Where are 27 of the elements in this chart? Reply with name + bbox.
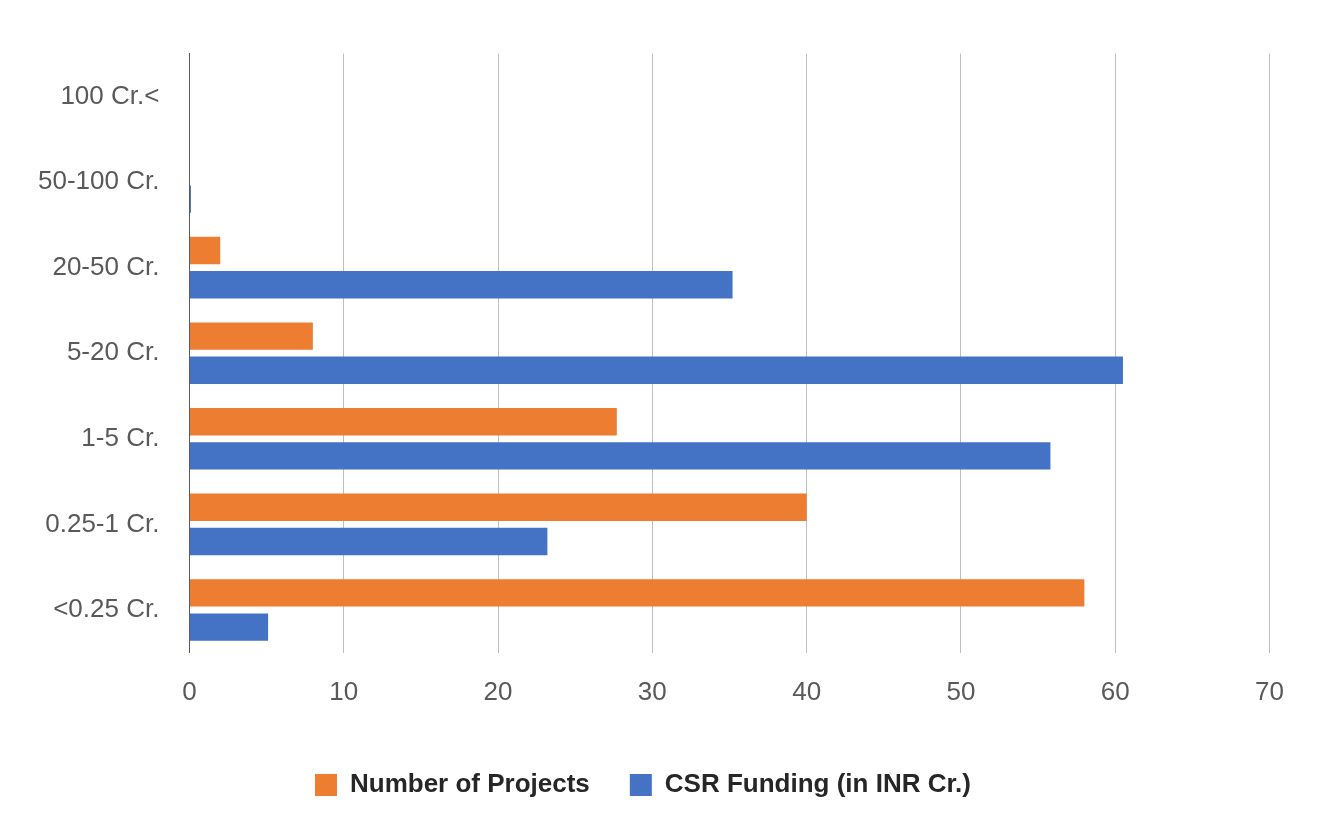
y-tick-label: 0.25-1 Cr.	[45, 507, 160, 538]
x-tick-label: 50	[946, 675, 976, 706]
bar	[189, 579, 1085, 607]
bar	[189, 613, 269, 641]
y-tick-label: 20-50 Cr.	[52, 250, 160, 281]
bar	[189, 322, 313, 350]
x-tick-label: 20	[483, 675, 513, 706]
bar	[189, 271, 733, 299]
y-tick-label: 50-100 Cr.	[38, 165, 160, 196]
y-tick-label: 100 Cr.<	[60, 79, 160, 110]
bar	[189, 356, 1123, 385]
legend-label: Number of Projects	[349, 768, 590, 799]
x-tick-label: 30	[637, 675, 667, 706]
y-tick-label: <0.25 Cr.	[53, 593, 160, 624]
bar	[189, 527, 548, 556]
x-tick-label: 60	[1100, 675, 1130, 706]
y-tick-label: 5-20 Cr.	[66, 336, 160, 367]
x-tick-label: 40	[792, 675, 822, 706]
y-tick-label: 1-5 Cr.	[81, 421, 160, 452]
bar	[189, 236, 221, 265]
bar	[189, 493, 807, 521]
x-tick-label: 70	[1255, 675, 1284, 706]
x-tick-label: 10	[329, 675, 359, 706]
bar	[189, 407, 617, 436]
bar	[189, 442, 1051, 470]
legend-label: CSR Funding (in INR Cr.)	[664, 768, 972, 799]
x-tick-label: 0	[182, 675, 197, 706]
